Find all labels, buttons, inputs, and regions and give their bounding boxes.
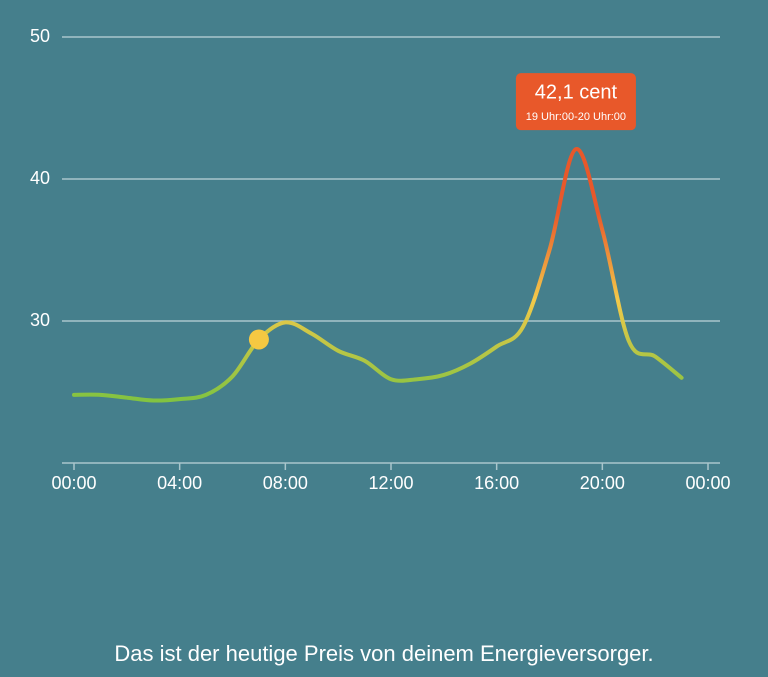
current-marker — [248, 329, 269, 350]
tooltip-value: 42,1 cent — [535, 81, 618, 103]
x-tick-label: 12:00 — [368, 473, 413, 493]
y-tick-label: 40 — [30, 168, 50, 188]
y-tick-label: 50 — [30, 26, 50, 46]
price-line — [72, 147, 684, 403]
x-tick-label: 04:00 — [157, 473, 202, 493]
x-tick-label: 00:00 — [51, 473, 96, 493]
caption: Das ist der heutige Preis von deinem Ene… — [114, 641, 653, 666]
x-tick-label: 08:00 — [263, 473, 308, 493]
y-tick-label: 30 — [30, 310, 50, 330]
x-tick-label: 16:00 — [474, 473, 519, 493]
x-tick-label: 00:00 — [685, 473, 730, 493]
tooltip — [515, 73, 636, 131]
x-tick-label: 20:00 — [580, 473, 625, 493]
tooltip-time: 19 Uhr:00-20 Uhr:00 — [526, 111, 626, 123]
